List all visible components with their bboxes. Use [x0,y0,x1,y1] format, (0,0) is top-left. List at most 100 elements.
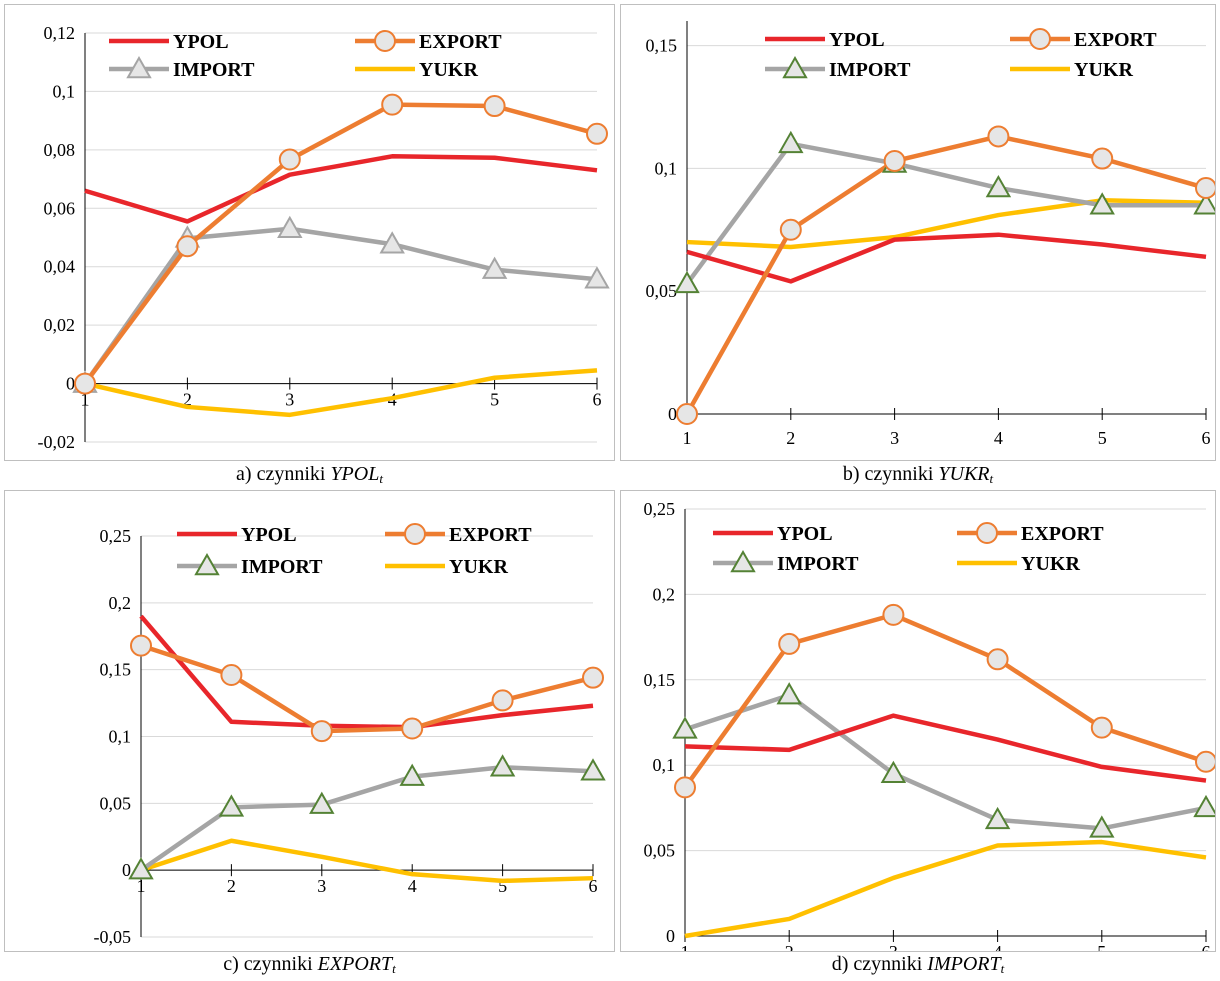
caption-a: a) czynniki YPOLt [4,462,615,491]
chart-c-series-import-point [399,763,425,786]
chart-b-series-export-point [883,150,906,173]
chart-b-x-tick-label: 4 [994,428,1003,448]
chart-b-y-tick-label: 0,15 [646,36,678,56]
chart-d-x-tick-label: 1 [681,942,690,952]
chart-b-series-import-point [1193,192,1215,215]
chart-c-x-tick-label: 4 [408,876,417,896]
chart-d-x-tick-label: 4 [993,942,1002,952]
chart-a-x-tick-label: 5 [490,390,499,410]
chart-b-legend-export-label: EXPORT [1074,29,1157,51]
chart-a-legend-import-label: IMPORT [173,59,255,81]
chart-b-legend-import-label: IMPORT [829,59,911,81]
chart-b-y-tick-label: 0,05 [646,281,678,301]
chart-d-y-tick-label: 0 [666,926,675,946]
chart-c-x-tick-label: 6 [589,876,598,896]
chart-a-legend-export-point [374,30,396,52]
chart-b-series-export-point [987,125,1010,148]
chart-d-series-import-point [776,682,802,705]
chart-c-legend-export-point [404,523,426,545]
chart-a-legend-yukr-label: YUKR [419,59,478,81]
caption-a-sub: t [379,471,383,486]
chart-d-x-tick-label: 6 [1202,942,1211,952]
chart-a-x-tick-label: 6 [593,390,602,410]
chart-d-series-export-point [778,632,801,655]
chart-b-legend-ypol-label: YPOL [829,29,885,51]
chart-d-y-tick-label: 0,25 [644,499,676,519]
chart-a-series-import-point [481,256,508,279]
chart-d-series-import-point [1089,815,1115,838]
chart-d-series-ypol-line [684,713,1207,783]
chart-b-legend-yukr-label: YUKR [1074,59,1133,81]
chart-d-series-import-line [684,692,1207,831]
chart-b-x-tick-label: 3 [890,428,899,448]
chart-panel-a: -0,02 0 0,02 0,04 0,06 0,08 0,1 0,12 1 2 3 4 5 6 YPOL E… [4,4,615,461]
chart-b-series-export-point [779,218,802,241]
chart-c-y-tick-label: 0,2 [109,593,132,613]
chart-d-series-import-point [1193,794,1215,818]
chart-c-x-tick-label: 3 [317,876,326,896]
chart-c-legend-import-point [194,552,220,576]
chart-c-series-export-point [220,664,243,687]
chart-d-legend-ypol-label: YPOL [777,523,833,545]
chart-a-x-tick-label: 3 [285,390,294,410]
chart-a-series-import-point [584,266,610,289]
chart-d-series-import-point [984,806,1011,830]
chart-a-series-import-point [379,231,405,254]
chart-c-x-tick-label: 2 [227,876,236,896]
caption-d-var: IMPORT [927,953,1001,975]
chart-c-y-tick-label: 0,1 [109,727,132,747]
chart-d-series-export-point [674,776,696,799]
chart-d-legend-import-point [730,549,756,573]
chart-a-series-export-line [83,102,598,385]
chart-d-x-tick-label: 5 [1097,942,1106,952]
chart-b-legend-export-point [1029,28,1051,50]
chart-d-y-tick-label: 0,2 [653,584,676,604]
chart-a-series-ypol-line [84,154,598,224]
chart-d-legend-yukr-label: YUKR [1021,553,1080,575]
chart-c-series-import-point [580,758,606,781]
caption-c-sub: t [392,961,396,976]
chart-c-series-import-point [128,857,154,880]
chart-a-series-export-point [74,372,96,395]
line-chart-export-factors: -0,05 0 0,05 0,1 0,15 0,2 0,25 1 2 3 4 5 6 YPOL EXPORT… [94,523,606,947]
caption-b: b) czynniki YUKRt [620,462,1216,491]
chart-b-series-import-point [778,130,804,154]
chart-c-legend-ypol-label: YPOL [241,524,297,546]
chart-c-series-ypol-line [139,614,594,730]
chart-c-series-export-point [582,666,604,689]
chart-a-series-yukr-line [84,368,598,418]
chart-b-legend-import-point [782,55,808,79]
chart-a-y-tick-label: 0,06 [44,198,76,218]
chart-c-series-export-point [491,689,514,712]
chart-c-legend-yukr-label: YUKR [449,556,508,578]
chart-a-x-tick-label: 1 [81,390,90,410]
caption-b-sub: t [989,471,994,486]
chart-c-x-tick-label: 5 [498,876,507,896]
chart-a-y-tick-label: 0,12 [44,23,76,43]
chart-c-legend-export-label: EXPORT [449,524,532,546]
chart-c-y-tick-label: 0,05 [100,793,132,813]
chart-c-series-export-line [140,643,594,734]
caption-c-var: EXPORT [317,953,393,975]
chart-c-series-import-point [218,794,245,817]
chart-panel-d: 0 0,05 0,1 0,15 0,2 0,25 1 2 3 4 5 6 YPOL EXPORT IMPOR… [620,490,1216,952]
chart-a-y-tick-label: 0,02 [44,315,76,335]
caption-b-prefix: b) czynniki [842,463,939,485]
chart-c-series-export-point [130,634,152,657]
chart-d-legend-import-label: IMPORT [777,553,859,575]
chart-a-series-export-point [176,235,199,258]
chart-d-series-export-point [1195,750,1215,773]
chart-a-series-export-point [278,148,301,171]
caption-d-sub: t [1000,961,1005,976]
chart-d-series-export-point [986,648,1009,671]
chart-d-x-tick-label: 2 [785,942,794,952]
chart-c-y-tick-label: -0,05 [94,927,132,947]
chart-d-legend-export-point [976,522,998,544]
chart-a-series-export-point [381,93,404,116]
chart-c-series-yukr-line [140,838,594,884]
chart-a-series-import-line [83,226,598,385]
caption-a-prefix: a) czynniki [236,463,331,485]
chart-c-series-import-point [489,754,516,777]
chart-a-y-tick-label: 0,04 [44,257,76,277]
